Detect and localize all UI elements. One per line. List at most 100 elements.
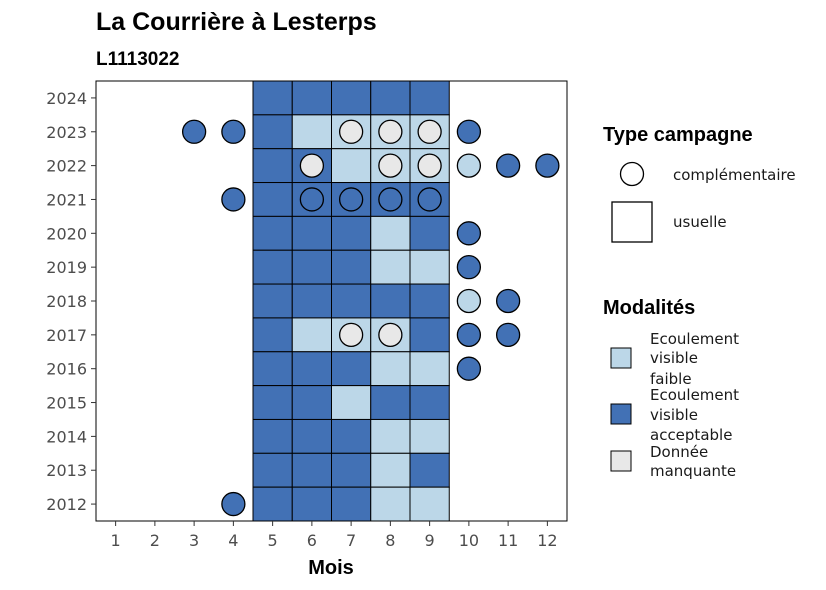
point-2023-8 [378, 119, 403, 144]
tile-2020-7 [331, 215, 372, 251]
legend-type-title: Type campagne [603, 124, 753, 146]
point-2021-4 [221, 187, 246, 212]
tile-2018-9 [409, 283, 450, 319]
legend-complementaire-label: complémentaire [673, 166, 796, 184]
y-tick-label-2015: 2015 [46, 394, 87, 413]
y-tick-label-2017: 2017 [46, 326, 87, 345]
legend-modalites-title: Modalités [603, 297, 695, 319]
y-tick-label-2022: 2022 [46, 157, 87, 176]
tile-2020-8 [370, 215, 411, 251]
y-tick-label-2021: 2021 [46, 190, 87, 209]
tile-2019-9 [409, 249, 450, 285]
x-tick-label-9: 9 [425, 531, 435, 550]
tile-2013-6 [291, 452, 332, 488]
legend-faible-label-line2: visible [650, 349, 698, 367]
tile-2015-6 [291, 385, 332, 420]
y-tick-label-2024: 2024 [46, 89, 87, 108]
tile-2013-5 [252, 452, 293, 488]
x-tick-label-11: 11 [498, 531, 518, 550]
tile-2020-6 [291, 215, 332, 251]
point-2023-9 [417, 119, 442, 144]
point-2023-3 [181, 119, 207, 144]
complementaire-points [181, 119, 560, 517]
legend-acceptable-key [610, 403, 632, 425]
tile-2017-5 [252, 317, 293, 353]
usuelle-tiles [252, 80, 450, 522]
legend-usuelle-label: usuelle [673, 213, 727, 231]
tile-2022-7 [331, 148, 372, 184]
point-2023-7 [338, 119, 364, 144]
x-tick-label-10: 10 [459, 531, 479, 550]
tile-2012-5 [252, 486, 293, 522]
plot-area: 1 2 3 4 5 6 7 8 9 10 11 12 201220132014201520162017… [46, 80, 568, 550]
y-tick-label-2016: 2016 [46, 360, 87, 379]
tile-2014-9 [409, 418, 450, 454]
point-2021-9 [417, 187, 442, 212]
tile-2016-5 [252, 351, 293, 387]
tile-2013-7 [331, 452, 372, 488]
point-2017-11 [495, 322, 521, 347]
tile-2019-8 [370, 249, 411, 285]
tile-2019-5 [252, 249, 293, 285]
point-2020-10 [456, 221, 482, 246]
tile-2014-7 [331, 418, 372, 454]
x-tick-label-2: 2 [150, 531, 160, 550]
legend-acceptable-label-line1: Ecoulement [650, 386, 739, 404]
y-tick-label-2012: 2012 [46, 495, 87, 514]
x-tick-label-1: 1 [111, 531, 121, 550]
x-tick-label-4: 4 [228, 531, 238, 550]
point-2022-6 [299, 153, 325, 178]
legend-manquante-label-line2: manquante [650, 462, 736, 480]
tile-2024-8 [370, 80, 411, 116]
legend-manquante-label-line1: Donnée [650, 443, 708, 461]
tile-2014-8 [370, 418, 411, 454]
legend-faible-label-line1: Ecoulement [650, 330, 739, 348]
tile-2024-6 [291, 80, 332, 116]
point-2021-7 [338, 187, 364, 212]
tile-2018-7 [331, 283, 372, 319]
point-2018-10 [456, 288, 482, 314]
tile-2022-5 [252, 148, 293, 184]
tile-2018-6 [291, 283, 332, 319]
point-2023-10 [456, 119, 482, 144]
x-tick-label-8: 8 [385, 531, 395, 550]
point-2018-11 [495, 288, 521, 314]
point-2021-8 [378, 187, 403, 212]
legend-manquante-key [610, 450, 632, 472]
tile-2012-8 [370, 486, 411, 522]
x-tick-label-12: 12 [537, 531, 557, 550]
tile-2020-5 [252, 215, 293, 251]
tile-2012-6 [291, 486, 332, 522]
tile-2019-7 [331, 249, 372, 285]
tile-2016-9 [409, 351, 450, 387]
tile-2023-6 [291, 114, 332, 150]
legend-faible-label-line3: faible [650, 370, 692, 388]
legend-complementaire-key [619, 161, 645, 187]
x-tick-label-7: 7 [346, 531, 356, 550]
tile-2018-5 [252, 283, 293, 319]
tile-2015-9 [409, 385, 450, 420]
tile-2021-5 [252, 182, 293, 217]
y-tick-label-2019: 2019 [46, 258, 87, 277]
tile-2013-8 [370, 452, 411, 488]
tile-2018-8 [370, 283, 411, 319]
legend-faible-key [610, 347, 632, 369]
tile-2015-7 [331, 385, 372, 420]
point-2022-12 [535, 153, 560, 178]
legend-usuelle-key [611, 201, 653, 243]
tile-2013-9 [409, 452, 450, 488]
point-2021-6 [299, 187, 325, 212]
tile-2016-8 [370, 351, 411, 387]
point-2016-10 [456, 356, 482, 381]
tile-2015-5 [252, 385, 293, 420]
y-tick-label-2023: 2023 [46, 123, 87, 142]
y-tick-label-2014: 2014 [46, 427, 87, 446]
tile-2016-6 [291, 351, 332, 387]
tile-2020-9 [409, 215, 450, 251]
tile-2024-9 [409, 80, 450, 116]
point-2022-9 [417, 153, 442, 178]
point-2022-11 [495, 153, 521, 178]
tile-2014-5 [252, 418, 293, 454]
tile-2019-6 [291, 249, 332, 285]
